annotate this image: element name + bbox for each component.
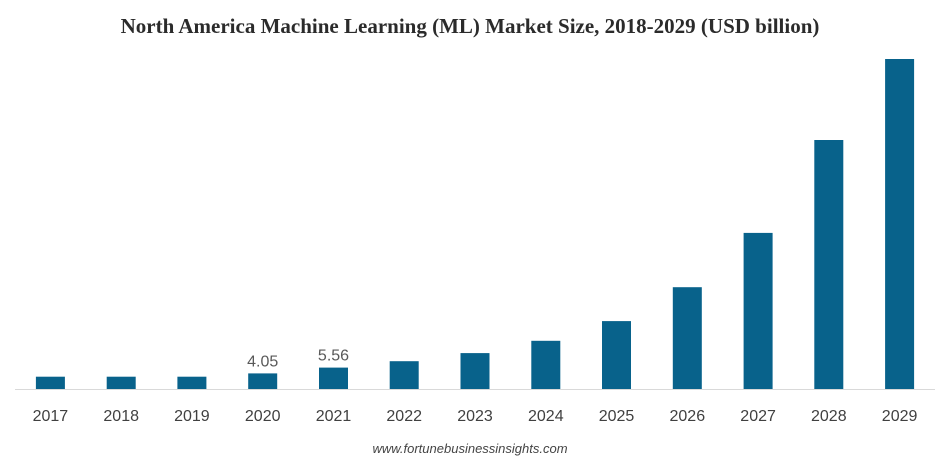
bar-2025 [602, 321, 631, 389]
x-tick-label-2021: 2021 [316, 408, 352, 425]
bar-2024 [531, 340, 561, 389]
source-note: www.fortunebusinessinsights.com [372, 441, 568, 456]
bar-2028 [814, 140, 844, 389]
bar-2023 [460, 353, 490, 389]
bar-2018 [106, 376, 136, 389]
bar-2026 [672, 287, 702, 389]
data-label-2020: 4.05 [247, 353, 278, 370]
x-tick-label-2022: 2022 [386, 408, 422, 425]
bar-2019 [177, 376, 207, 389]
x-tick-labels: 2017 2018 2019 2020 2021 2022 2023 2024 2025 2026… [33, 408, 918, 425]
x-tick-label-2026: 2026 [670, 408, 706, 425]
bar-2020 [248, 373, 278, 389]
x-tick-label-2029: 2029 [882, 408, 918, 425]
bar-2027 [743, 232, 773, 389]
bars-layer [35, 59, 915, 389]
bar-2029 [885, 59, 915, 389]
x-tick-label-2028: 2028 [811, 408, 847, 425]
x-tick-label-2020: 2020 [245, 408, 281, 425]
x-tick-label-2025: 2025 [599, 408, 635, 425]
bar-2017 [35, 376, 65, 389]
bar-2022 [389, 361, 419, 389]
x-tick-label-2017: 2017 [33, 408, 69, 425]
data-label-2021: 5.56 [318, 348, 349, 365]
chart-title: North America Machine Learning (ML) Mark… [120, 14, 820, 38]
x-tick-label-2019: 2019 [174, 408, 210, 425]
x-tick-label-2018: 2018 [103, 408, 139, 425]
bar-2021 [319, 367, 348, 389]
data-labels: 4.05 5.56 [247, 348, 349, 371]
x-tick-label-2023: 2023 [457, 408, 493, 425]
x-tick-label-2024: 2024 [528, 408, 564, 425]
x-tick-label-2027: 2027 [740, 408, 776, 425]
